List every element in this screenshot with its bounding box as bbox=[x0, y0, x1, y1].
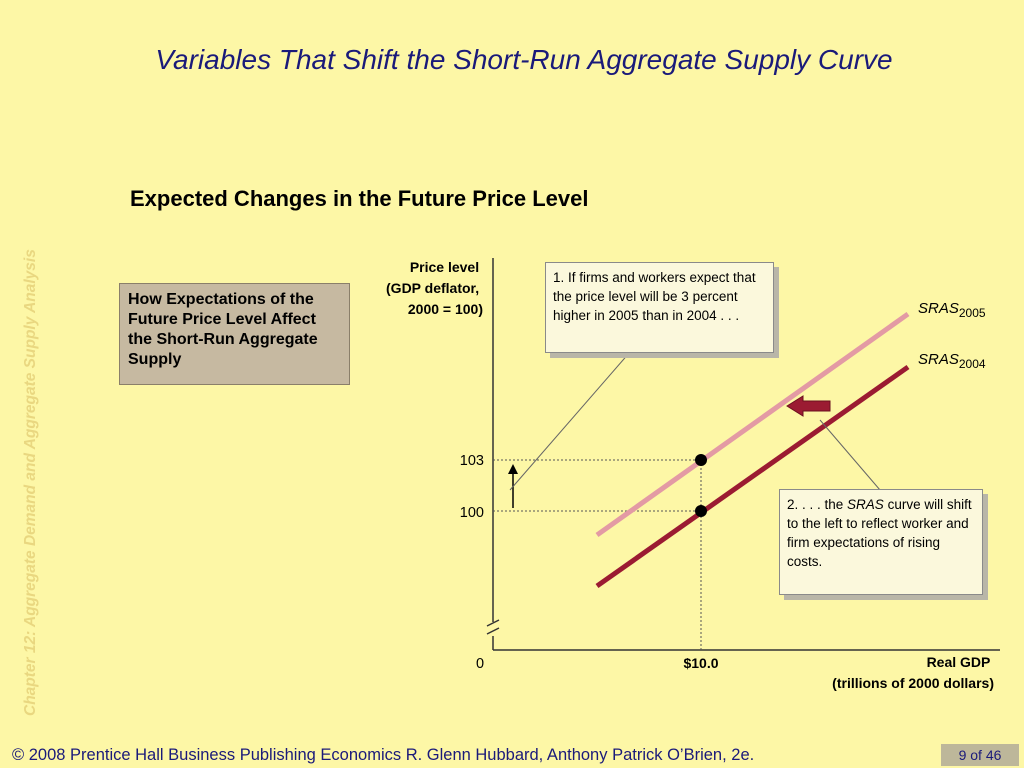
sras-2004-line bbox=[595, 364, 910, 589]
callout-expectations: 1. If firms and workers expect that the … bbox=[545, 262, 774, 353]
callout2-leader bbox=[819, 419, 881, 491]
info-box: How Expectations of the Future Price Lev… bbox=[119, 283, 350, 385]
y-axis-label-line-3: 2000 = 100) bbox=[408, 301, 483, 317]
callout-shift: 2. . . . the SRAS curve will shift to th… bbox=[779, 489, 983, 595]
y-tick-100: 100 bbox=[460, 505, 484, 521]
x-tick-10: $10.0 bbox=[683, 655, 718, 671]
x-axis-label-line-2: (trillions of 2000 dollars) bbox=[832, 675, 994, 691]
y-axis-label-line-1: Price level bbox=[410, 259, 479, 275]
series-label-sras-2005: SRAS2005 bbox=[918, 300, 986, 320]
point-sras-2005 bbox=[695, 454, 707, 466]
y-axis-label-line-2: (GDP deflator, bbox=[386, 280, 479, 296]
callout1-leader bbox=[509, 351, 631, 491]
x-axis-label-line-1: Real GDP bbox=[927, 654, 991, 670]
point-sras-2004 bbox=[695, 505, 707, 517]
page-number: 9 of 46 bbox=[941, 744, 1019, 766]
origin-label: 0 bbox=[476, 656, 484, 672]
sras-2005-line bbox=[595, 311, 910, 538]
slide-title: Variables That Shift the Short-Run Aggre… bbox=[155, 44, 893, 75]
x-axis-label: Real GDP (trillions of 2000 dollars) bbox=[832, 654, 994, 691]
callout-shift-pre: 2. . . . the bbox=[787, 497, 848, 512]
y-tick-103: 103 bbox=[460, 453, 484, 469]
series-label-sras-2004: SRAS2004 bbox=[918, 351, 986, 371]
y-axis-label: Price level (GDP deflator, 2000 = 100) bbox=[386, 259, 483, 317]
callout-shift-em: SRAS bbox=[847, 497, 884, 512]
shift-left-arrow bbox=[786, 395, 831, 417]
slide-subtitle: Expected Changes in the Future Price Lev… bbox=[130, 186, 589, 211]
footer-copyright: © 2008 Prentice Hall Business Publishing… bbox=[12, 746, 755, 764]
price-up-arrow-head bbox=[508, 464, 518, 474]
callout-shift-post: curve will shift to the left to reflect … bbox=[787, 497, 972, 569]
axis-break-mark bbox=[486, 619, 500, 635]
